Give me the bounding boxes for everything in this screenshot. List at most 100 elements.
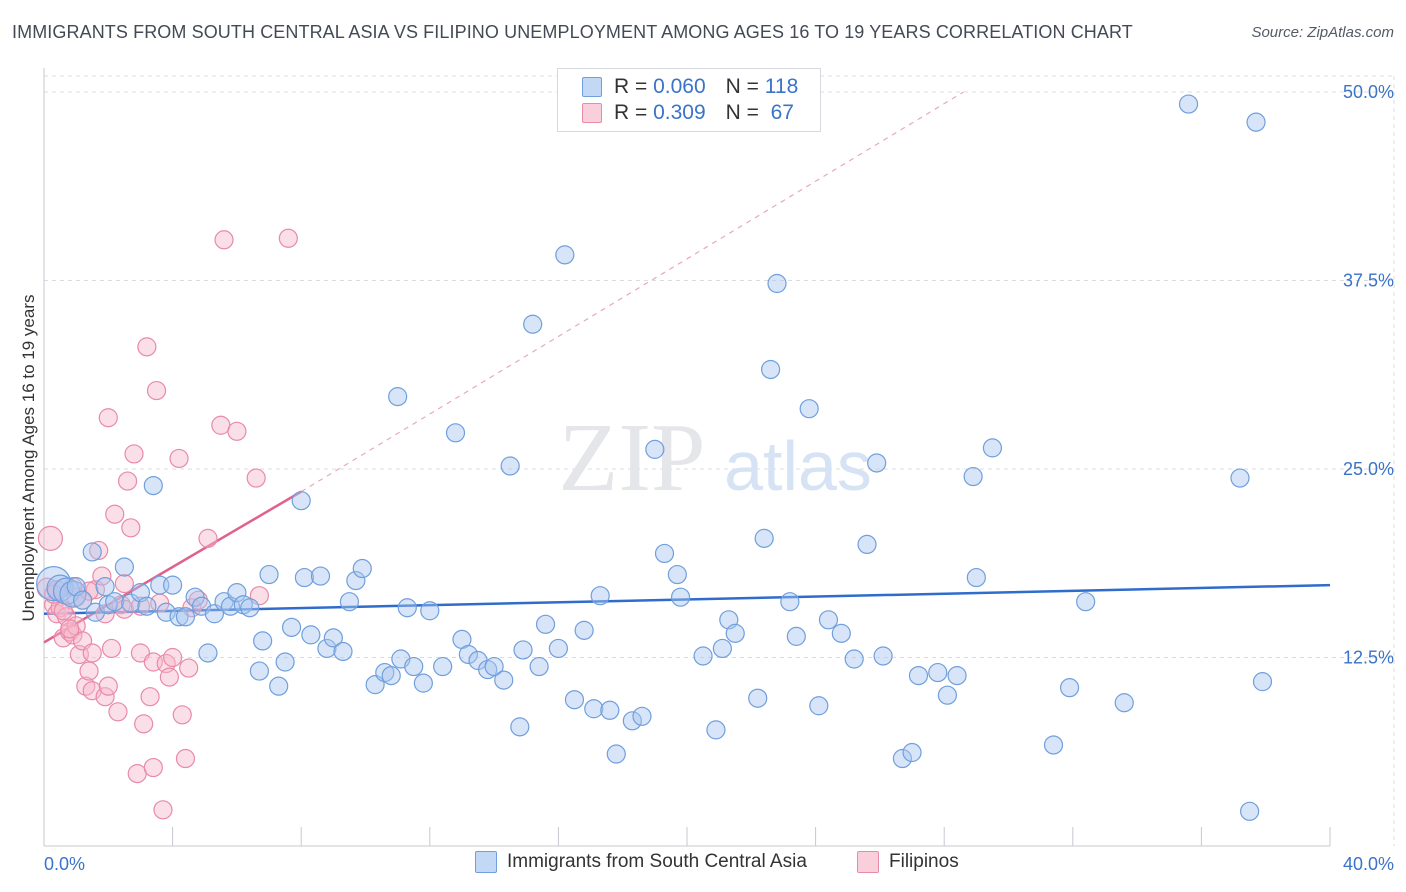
south-central-asia-point	[1252, 672, 1273, 692]
south-central-asia-point	[291, 491, 311, 511]
legend-box: R = 0.060 N = 118 R = 0.309 N = 67	[557, 68, 821, 132]
axes	[43, 68, 1331, 847]
south-central-asia-point	[137, 596, 157, 616]
x-tick-label: 0.0%	[44, 854, 85, 874]
south-central-asia-point	[339, 592, 360, 612]
south-central-asia-point	[574, 620, 594, 640]
south-central-asia-point	[982, 438, 1003, 458]
south-central-asia-point	[198, 643, 218, 663]
filipinos-point	[60, 619, 80, 639]
south-central-asia-point	[169, 607, 189, 627]
filipinos-point	[198, 528, 218, 548]
south-central-asia-point	[873, 646, 893, 666]
south-central-asia-point	[413, 673, 433, 693]
south-central-asia-point	[484, 656, 504, 677]
filipinos-point	[214, 230, 234, 250]
south-central-asia-point	[947, 665, 967, 686]
legend-swatch-pink	[582, 103, 602, 123]
south-central-asia-point	[301, 625, 321, 645]
south-central-asia-point	[114, 557, 134, 577]
south-central-asia-points	[36, 94, 1273, 821]
south-central-asia-point	[937, 685, 958, 705]
legend-n-value: 67	[770, 101, 794, 124]
south-central-asia-point	[121, 593, 141, 613]
filipinos-point	[169, 448, 189, 469]
filipinos-point	[159, 667, 179, 687]
south-central-asia-point	[317, 638, 337, 659]
legend-n-label: N =	[725, 101, 759, 124]
south-central-asia-point	[269, 676, 289, 696]
south-central-asia-point	[706, 720, 726, 740]
south-central-asia-point	[654, 543, 675, 564]
south-central-asia-point	[294, 567, 315, 588]
south-central-asia-point	[445, 423, 466, 443]
filipinos-point	[134, 714, 154, 734]
legend-label-filipinos: Filipinos	[889, 851, 959, 872]
south-central-asia-point	[433, 656, 453, 677]
south-central-asia-point	[310, 566, 331, 586]
south-central-asia-point	[809, 696, 829, 716]
south-central-asia-point	[857, 534, 877, 555]
south-central-asia-point	[963, 466, 983, 487]
south-central-asia-point	[818, 610, 839, 630]
watermark-atlas: atlas	[724, 427, 872, 505]
filipinos-point	[172, 705, 192, 725]
south-central-asia-point	[523, 314, 543, 334]
bottom-legend: Immigrants from South Central Asia Filip…	[0, 851, 1406, 877]
legend-r-label: R =	[614, 75, 648, 98]
south-central-asia-point	[928, 662, 948, 683]
south-central-asia-point	[397, 598, 417, 618]
south-central-asia-point	[600, 700, 620, 720]
south-central-asia-point	[548, 638, 569, 659]
south-central-asia-point	[352, 558, 372, 579]
south-central-asia-point	[323, 628, 343, 648]
south-central-asia-point	[867, 453, 887, 473]
south-central-asia-point	[59, 580, 87, 608]
south-central-asia-point	[95, 577, 115, 597]
filipinos-point	[92, 566, 112, 586]
filipinos-point	[179, 658, 199, 678]
south-central-asia-point	[564, 690, 585, 710]
south-central-asia-point	[725, 623, 745, 643]
y-tick-labels: 12.5% 25.0% 37.5% 50.0%	[1343, 82, 1394, 668]
filipinos-point	[79, 661, 99, 681]
south-central-asia-point	[500, 456, 520, 476]
south-central-asia-point	[513, 640, 533, 660]
south-central-asia-point	[510, 717, 530, 737]
filipinos-point	[37, 525, 64, 551]
filipinos-point	[98, 676, 118, 696]
filipinos-trend-line	[43, 490, 302, 644]
filipinos-point	[95, 687, 115, 707]
south-central-asia-point	[670, 587, 691, 607]
filipinos-point	[278, 228, 298, 248]
south-central-asia-point	[240, 598, 260, 618]
legend-r-label: R =	[614, 101, 648, 124]
legend-item-filipinos: Filipinos	[857, 851, 959, 873]
y-axis-label: Unemployment Among Ages 16 to 19 years	[19, 295, 38, 622]
south-central-asia-point	[1178, 94, 1199, 114]
y-tick-label: 50.0%	[1343, 82, 1394, 102]
legend-row-pink: R = 0.309 N = 67	[582, 101, 794, 125]
south-central-asia-point	[281, 617, 302, 637]
legend-r-value: 0.060	[653, 75, 706, 98]
south-central-asia-point	[632, 706, 652, 726]
filipinos-point	[163, 647, 183, 668]
filipinos-point	[105, 504, 125, 524]
south-central-asia-point	[72, 590, 93, 610]
filipinos-point	[98, 408, 118, 428]
south-central-asia-point	[584, 699, 604, 719]
south-central-asia-point	[1076, 592, 1096, 612]
south-central-asia-point	[748, 688, 768, 708]
filipinos-point	[188, 590, 208, 610]
south-central-asia-point	[1246, 112, 1266, 132]
filipinos-point	[211, 415, 231, 435]
legend-item-south-central-asia: Immigrants from South Central Asia	[475, 851, 807, 873]
legend-n-value: 118	[764, 75, 799, 98]
filipinos-point	[153, 800, 173, 820]
south-central-asia-point	[1059, 678, 1080, 698]
south-central-asia-point	[1114, 693, 1134, 713]
y-tick-label: 12.5%	[1343, 648, 1394, 668]
source-label: Source: ZipAtlas.com	[1251, 24, 1394, 41]
south-central-asia-point	[82, 542, 102, 562]
